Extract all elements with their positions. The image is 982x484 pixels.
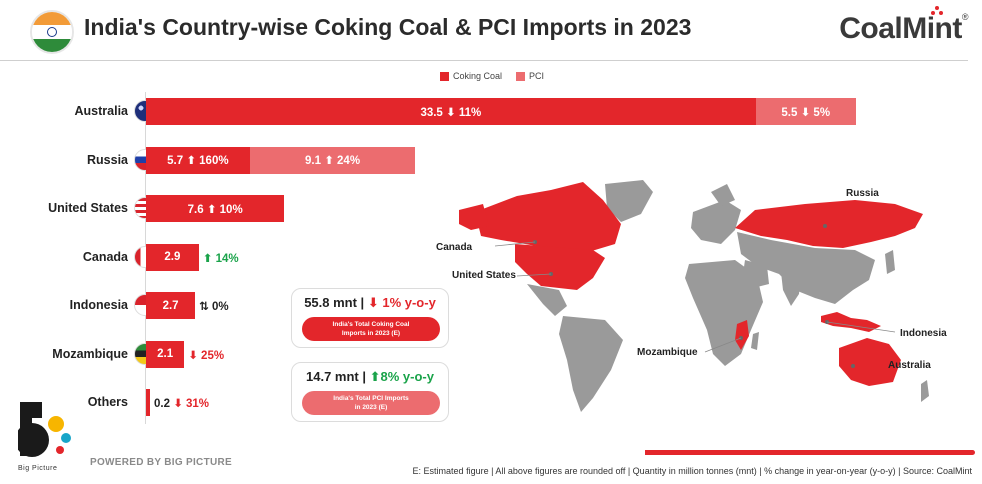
bar-russia-pci: 9.1 ⬆ 24% bbox=[249, 146, 416, 174]
map-label-indonesia: Indonesia bbox=[900, 328, 947, 339]
map-asia bbox=[737, 232, 875, 304]
bar-canada-coking: 2.9 bbox=[146, 243, 199, 271]
category-label-others: Others bbox=[87, 395, 128, 409]
bar-annotation-canada: ⬆ 14% bbox=[202, 252, 239, 265]
category-label-russia: Russia bbox=[87, 152, 128, 167]
legend-label-coking: Coking Coal bbox=[453, 71, 503, 81]
bar-russia-coking: 5.7 ⬆ 160% bbox=[146, 146, 250, 174]
india-flag-icon bbox=[30, 10, 74, 54]
footer-accent-line bbox=[645, 450, 975, 455]
coalmint-logo: CoalMint® bbox=[839, 6, 969, 46]
map-india bbox=[781, 272, 801, 306]
big-picture-logo bbox=[18, 402, 71, 457]
map-label-usa: United States bbox=[452, 270, 516, 281]
map-mexico bbox=[527, 284, 567, 316]
header-divider bbox=[0, 60, 968, 61]
map-alaska bbox=[459, 204, 489, 230]
category-label-mozambique: Mozambique bbox=[52, 346, 128, 361]
bar-annotation-indonesia: ⇅ 0% bbox=[199, 301, 229, 313]
map-europe bbox=[691, 200, 741, 244]
bar-indonesia-coking: 2.7 bbox=[146, 292, 196, 319]
logo-caption: Big Picture bbox=[18, 465, 58, 472]
bar-others-coking bbox=[146, 389, 150, 416]
legend-item-pci: PCI bbox=[516, 71, 544, 81]
summary-value-pci: 14.7 mnt | ⬆8% y-o-y bbox=[306, 369, 434, 384]
powered-by: POWERED BY BIG PICTURE bbox=[90, 457, 232, 468]
bar-annotation-others: 0.2 ⬇ 31% bbox=[154, 398, 210, 410]
chart-title: India's Country-wise Coking Coal & PCI I… bbox=[84, 14, 692, 40]
category-label-australia: Australia bbox=[74, 104, 129, 118]
summary-card-pci: 14.7 mnt | ⬆8% y-o-y India's Total PCI I… bbox=[291, 362, 449, 422]
legend-swatch-coking bbox=[440, 71, 449, 81]
map-canada bbox=[475, 182, 621, 256]
summary-caption-coking: India's Total Coking Coal Imports in 2023… bbox=[302, 317, 440, 341]
map-australia bbox=[839, 338, 901, 386]
map-mozambique bbox=[735, 320, 749, 350]
brand-reg: ® bbox=[961, 12, 969, 22]
summary-card-coking: 55.8 mnt | ⬇ 1% y-o-y India's Total Coki… bbox=[291, 288, 449, 348]
map-label-russia: Russia bbox=[846, 188, 879, 199]
bar-mozambique-coking: 2.1 bbox=[146, 340, 185, 368]
brand-name: CoalMint bbox=[839, 12, 962, 45]
map-indonesia bbox=[821, 312, 881, 332]
world-map bbox=[459, 180, 929, 412]
bar-united-states-coking: 7.6 ⬆ 10% bbox=[146, 195, 285, 222]
map-label-mozambique: Mozambique bbox=[637, 347, 698, 358]
category-label-indonesia: Indonesia bbox=[69, 298, 128, 312]
legend-swatch-pci bbox=[516, 71, 526, 81]
summary-value-coking: 55.8 mnt | ⬇ 1% y-o-y bbox=[304, 295, 436, 310]
chart-legend: Coking Coal PCI bbox=[440, 71, 544, 81]
bar-annotation-mozambique: ⬇ 25% bbox=[188, 349, 225, 362]
bar-australia-pci: 5.5 ⬇ 5% bbox=[755, 98, 856, 125]
map-usa bbox=[515, 244, 605, 290]
category-label-united-states: United States bbox=[48, 201, 128, 215]
summary-caption-pci: India's Total PCI Imports in 2023 (E) bbox=[302, 391, 440, 415]
legend-label-pci: PCI bbox=[529, 71, 545, 81]
category-label-canada: Canada bbox=[82, 249, 128, 264]
map-label-australia: Australia bbox=[888, 360, 931, 371]
map-label-canada: Canada bbox=[436, 242, 473, 253]
footnote: E: Estimated figure | All above figures … bbox=[412, 466, 972, 476]
map-south-america bbox=[559, 316, 623, 412]
legend-item-coking: Coking Coal bbox=[440, 71, 502, 81]
map-greenland bbox=[605, 180, 653, 222]
bar-australia-coking: 33.5 ⬇ 11% bbox=[146, 98, 756, 125]
map-russia bbox=[735, 200, 923, 248]
